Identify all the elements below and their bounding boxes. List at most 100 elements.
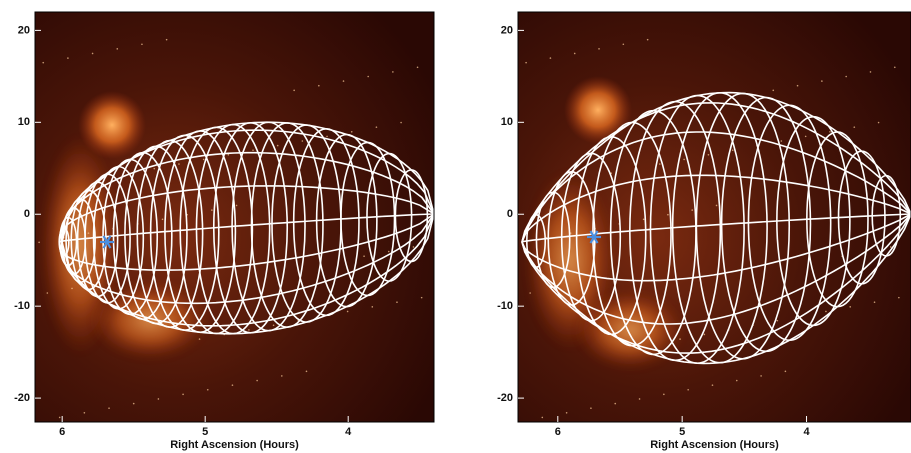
star xyxy=(400,122,402,124)
star xyxy=(141,43,143,45)
star xyxy=(248,329,250,331)
star xyxy=(825,311,827,313)
star xyxy=(351,131,353,133)
star xyxy=(371,306,373,308)
y-tick-label: 0 xyxy=(507,208,513,220)
star xyxy=(849,306,851,308)
star xyxy=(821,80,823,82)
page: {"chart_data": [ {"type": "image", "xlab… xyxy=(0,0,911,453)
star xyxy=(614,403,616,405)
star xyxy=(785,371,787,373)
star xyxy=(529,292,531,294)
star xyxy=(306,371,308,373)
star xyxy=(228,154,230,156)
star xyxy=(781,140,783,142)
star xyxy=(853,126,855,128)
star xyxy=(598,48,600,50)
star xyxy=(687,389,689,391)
x-tick-label: 5 xyxy=(679,426,685,438)
star xyxy=(878,122,880,124)
star xyxy=(874,301,876,303)
star xyxy=(67,57,69,59)
star xyxy=(347,311,349,313)
y-tick-label: 10 xyxy=(18,116,30,128)
star xyxy=(182,394,184,396)
star xyxy=(318,85,320,87)
star xyxy=(550,57,552,59)
star xyxy=(736,380,738,382)
y-tick-label: -20 xyxy=(14,392,30,404)
star xyxy=(663,394,665,396)
star xyxy=(293,90,295,92)
star xyxy=(232,384,234,386)
x-tick-label: 5 xyxy=(202,426,208,438)
star xyxy=(623,43,625,45)
star xyxy=(388,251,390,253)
star xyxy=(659,163,661,165)
star xyxy=(302,140,304,142)
star xyxy=(363,255,365,257)
figure: 654-20-1001020Right Ascension (Hours)654… xyxy=(0,0,911,453)
star xyxy=(256,380,258,382)
star xyxy=(207,389,209,391)
star xyxy=(691,209,693,211)
star xyxy=(708,154,710,156)
x-tick-label: 6 xyxy=(555,426,561,438)
y-tick-label: -10 xyxy=(497,300,513,312)
star xyxy=(396,301,398,303)
star xyxy=(590,407,592,409)
star xyxy=(890,246,892,248)
y-tick-label: 20 xyxy=(501,24,513,36)
x-axis-label: Right Ascension (Hours) xyxy=(170,439,299,451)
star xyxy=(829,131,831,133)
star xyxy=(392,71,394,73)
star xyxy=(805,136,807,138)
star xyxy=(108,407,110,409)
star xyxy=(178,163,180,165)
star xyxy=(236,205,238,207)
star xyxy=(704,334,706,336)
star xyxy=(683,159,685,161)
star xyxy=(153,168,155,170)
star xyxy=(162,219,164,221)
star xyxy=(273,324,275,326)
star xyxy=(203,159,205,161)
star xyxy=(199,338,201,340)
star xyxy=(845,76,847,78)
x-axis-label: Right Ascension (Hours) xyxy=(650,439,779,451)
y-tick-label: -10 xyxy=(14,300,30,312)
star xyxy=(211,209,213,211)
star xyxy=(158,398,160,400)
star xyxy=(84,412,86,414)
star xyxy=(679,338,681,340)
x-tick-label: 6 xyxy=(59,426,65,438)
star xyxy=(326,136,328,138)
star xyxy=(898,297,900,299)
star xyxy=(870,71,872,73)
x-tick-label: 4 xyxy=(345,426,352,438)
star xyxy=(59,417,61,419)
star xyxy=(376,126,378,128)
nebula-glow xyxy=(575,290,685,370)
star xyxy=(772,90,774,92)
star xyxy=(277,145,279,147)
nebula-blob xyxy=(564,76,632,144)
star xyxy=(776,320,778,322)
nebula-blob xyxy=(78,91,146,159)
star xyxy=(647,39,649,41)
star xyxy=(116,48,118,50)
star xyxy=(716,205,718,207)
sky-image xyxy=(517,11,911,422)
star xyxy=(417,66,419,68)
star xyxy=(88,232,90,234)
star xyxy=(367,76,369,78)
sky-image xyxy=(34,11,434,422)
star xyxy=(667,214,669,216)
star xyxy=(343,80,345,82)
star xyxy=(281,375,283,377)
star xyxy=(421,297,423,299)
star xyxy=(732,149,734,151)
star xyxy=(133,403,135,405)
